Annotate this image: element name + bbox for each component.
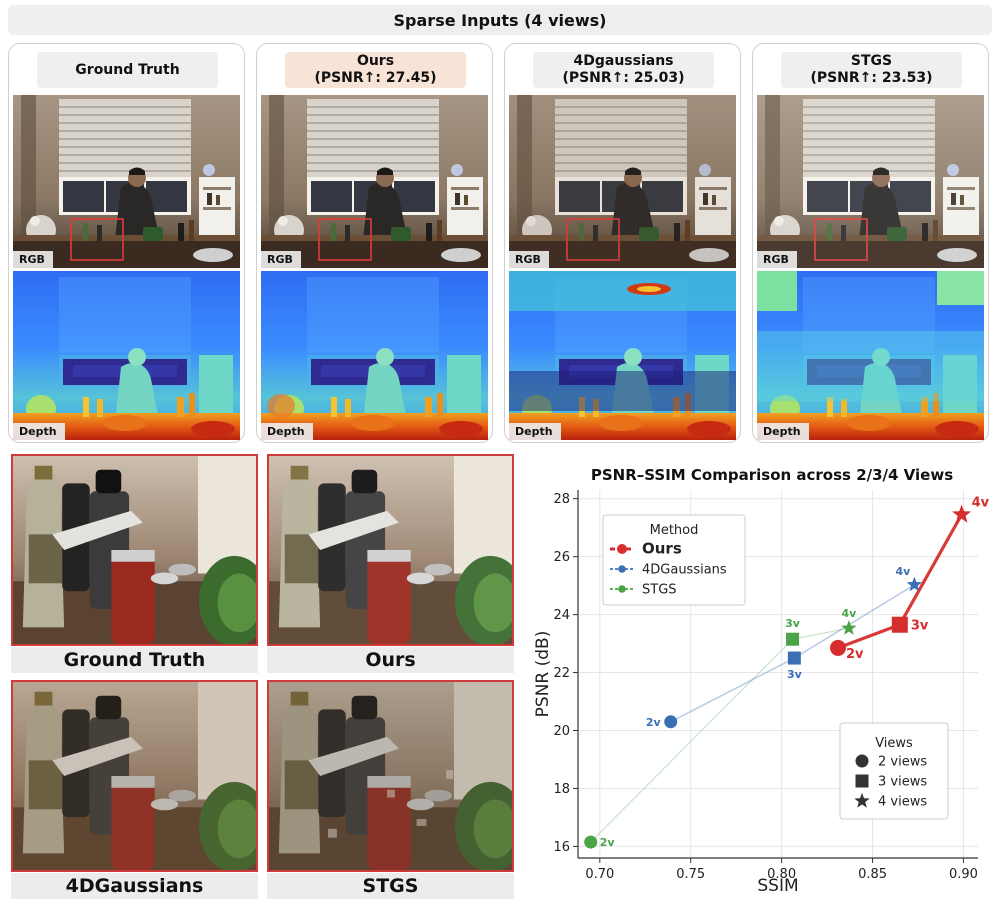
point-label: 3v: [785, 617, 801, 630]
legend-marker-circle: [618, 585, 626, 593]
card-title: Ground Truth: [37, 52, 218, 88]
card-title-psnr: (PSNR↑: 23.53): [810, 70, 933, 86]
depth-render: Depth: [509, 271, 736, 440]
rgb-tag: RGB: [757, 251, 797, 268]
data-point-square: [891, 616, 908, 633]
crop-ours: [267, 454, 514, 646]
legend-entry-label: STGS: [642, 583, 677, 598]
depth-render: Depth: [757, 271, 984, 440]
x-tick-label: 0.80: [767, 867, 796, 882]
legend-marker-circle: [855, 754, 869, 768]
crop-label-ours: Ours: [267, 647, 514, 673]
legend-entry-label: 3 views: [878, 775, 927, 790]
card-title: Ours (PSNR↑: 27.45): [285, 52, 466, 88]
method-card-ground-truth: Ground Truth RGB Depth: [8, 43, 245, 443]
depth-tag: Depth: [509, 423, 561, 440]
rgb-render: RGB: [13, 95, 240, 268]
point-label: 3v: [911, 619, 929, 634]
rgb-tag: RGB: [261, 251, 301, 268]
point-label: 4v: [896, 565, 912, 578]
data-point-circle: [830, 639, 846, 656]
point-labels: 2v 3v 4v 2v 3v 4v 2v 3v 4v: [600, 496, 990, 849]
legend-entry-label: Ours: [642, 540, 682, 558]
crop-ground-truth: [11, 454, 258, 646]
psnr-ssim-chart: PSNR–SSIM Comparison across 2/3/4 Views …: [533, 466, 990, 896]
card-title-psnr: (PSNR↑: 25.03): [562, 70, 685, 86]
data-point-star: [841, 620, 857, 635]
chart-title: PSNR–SSIM Comparison across 2/3/4 Views: [591, 466, 953, 484]
legend-entry-label: 4DGaussians: [642, 563, 727, 578]
y-axis-label: PSNR (dB): [533, 631, 553, 718]
point-label: 4v: [841, 607, 857, 620]
crop-label-stgs: STGS: [267, 873, 514, 899]
legend-marker-star: [854, 792, 870, 808]
method-legend-title: Method: [650, 523, 699, 538]
legend-marker-circle: [617, 544, 627, 554]
point-label: 4v: [972, 496, 990, 511]
point-label: 3v: [787, 668, 803, 681]
y-tick-label: 24: [553, 608, 570, 623]
x-tick-label: 0.70: [585, 867, 614, 882]
method-card-4dgaussians: 4Dgaussians (PSNR↑: 25.03) RGB Depth: [504, 43, 741, 443]
method-legend: Method Ours 4DGaussians STGS: [602, 514, 746, 606]
x-tick-label: 0.75: [676, 867, 705, 882]
method-card-ours: Ours (PSNR↑: 27.45) RGB Depth: [256, 43, 493, 443]
y-tick-label: 20: [553, 724, 570, 739]
depth-tag: Depth: [757, 423, 809, 440]
crop-label-4dgaussians: 4DGaussians: [11, 873, 258, 899]
crop-label-ground-truth: Ground Truth: [11, 647, 258, 673]
card-title-name: STGS: [850, 53, 893, 69]
legend-entry-label: 2 views: [878, 755, 927, 770]
data-point-circle: [584, 835, 598, 849]
x-axis-label: SSIM: [757, 876, 798, 896]
data-point-star: [906, 576, 923, 592]
rgb-render: RGB: [509, 95, 736, 268]
card-title-name: Ours: [356, 53, 395, 69]
card-title-psnr: (PSNR↑: 27.45): [314, 70, 437, 86]
card-title: 4Dgaussians (PSNR↑: 25.03): [533, 52, 714, 88]
depth-render: Depth: [261, 271, 488, 440]
crop-stgs: [267, 680, 514, 872]
card-title: STGS (PSNR↑: 23.53): [781, 52, 962, 88]
crop-4dgaussians: [11, 680, 258, 872]
card-title-name: 4Dgaussians: [573, 53, 674, 69]
point-label: 2v: [846, 647, 864, 662]
depth-tag: Depth: [13, 423, 65, 440]
legend-marker-square: [855, 774, 869, 788]
views-legend-title: Views: [875, 736, 913, 751]
data-point-star: [952, 504, 972, 523]
data-point-circle: [664, 715, 678, 729]
x-tick-label: 0.85: [858, 867, 887, 882]
legend-marker-circle: [618, 565, 626, 573]
depth-tag: Depth: [261, 423, 313, 440]
rgb-render: RGB: [261, 95, 488, 268]
point-label: 2v: [600, 836, 616, 849]
x-tick-label: 0.90: [949, 867, 978, 882]
rgb-tag: RGB: [13, 251, 53, 268]
y-tick-label: 28: [553, 492, 570, 507]
rgb-tag: RGB: [509, 251, 549, 268]
y-tick-label: 26: [553, 550, 570, 565]
y-tick-label: 22: [553, 666, 570, 681]
data-point-square: [786, 632, 800, 646]
point-label: 2v: [646, 716, 662, 729]
data-point-square: [787, 651, 801, 665]
depth-render: Depth: [13, 271, 240, 440]
data-points: [584, 504, 972, 849]
legend-entry-label: 4 views: [878, 795, 927, 810]
y-tick-label: 18: [553, 782, 570, 797]
card-title-name: Ground Truth: [75, 61, 180, 78]
method-card-stgs: STGS (PSNR↑: 23.53) RGB Depth: [752, 43, 989, 443]
axis-ticks: 0.70 0.75 0.80 0.85 0.90 16 18 20 22 24 26 28: [553, 492, 977, 882]
views-legend: Views 2 views 3 views 4 views: [839, 722, 949, 820]
sparse-inputs-banner: Sparse Inputs (4 views): [8, 5, 992, 35]
y-tick-label: 16: [553, 840, 570, 855]
rgb-render: RGB: [757, 95, 984, 268]
